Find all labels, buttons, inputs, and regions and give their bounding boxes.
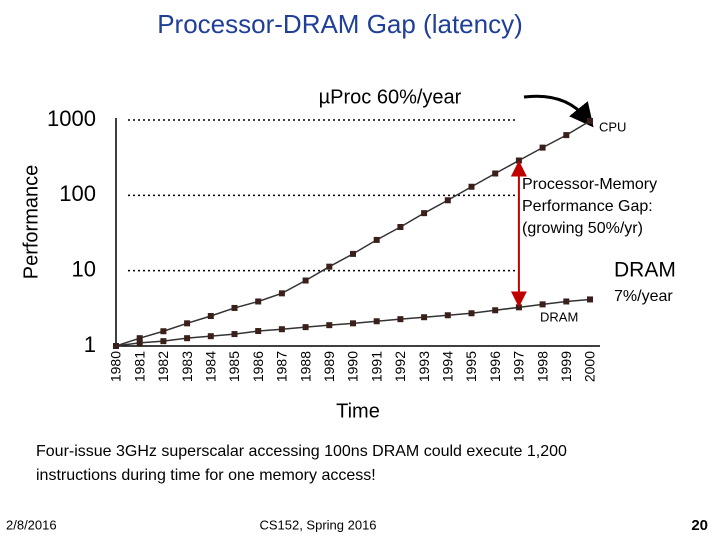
point: [302, 324, 309, 331]
point: [421, 314, 428, 321]
x-tick-label: 1984: [203, 351, 219, 382]
x-label: Time: [336, 400, 380, 422]
x-tick-label: 1993: [416, 351, 432, 382]
x-tick-label: 1991: [368, 351, 384, 382]
x-tick-label: 1992: [392, 351, 408, 382]
page-number: 20: [691, 517, 708, 534]
x-tick-label: 1996: [487, 351, 503, 382]
y-tick-label: 1: [84, 332, 96, 357]
dram-rate: 7%/year: [614, 288, 673, 305]
point: [184, 335, 191, 342]
y-label: Performance: [20, 165, 42, 280]
point: [444, 312, 451, 319]
point: [278, 290, 285, 297]
x-tick-label: 1997: [511, 351, 527, 382]
point: [587, 296, 593, 303]
gap-line: Performance Gap:: [522, 198, 653, 215]
x-tick-label: 1981: [131, 351, 147, 382]
point: [184, 320, 191, 327]
gap-line: (growing 50%/yr): [522, 220, 643, 237]
point: [207, 333, 214, 340]
point: [350, 250, 356, 257]
point: [373, 318, 380, 325]
x-tick-label: 1987: [274, 351, 290, 382]
dram-series-label: DRAM: [540, 309, 578, 324]
x-tick-label: 1995: [463, 351, 479, 382]
footer-date: 2/8/2016: [6, 517, 57, 532]
point: [231, 331, 238, 338]
point: [539, 301, 546, 308]
point: [278, 326, 285, 333]
point: [255, 328, 262, 335]
footnote: instructions during time for one memory …: [36, 467, 376, 484]
point: [136, 339, 143, 346]
cpu-series-label: CPU: [599, 119, 626, 134]
point: [231, 304, 238, 311]
point: [326, 263, 333, 270]
point: [207, 313, 214, 320]
pointer-arrow: [523, 94, 594, 128]
point: [373, 236, 380, 243]
x-tick-label: 1994: [440, 351, 456, 382]
point: [539, 144, 546, 151]
point: [563, 132, 570, 139]
point: [421, 210, 428, 217]
point: [160, 328, 167, 335]
point: [468, 183, 475, 190]
x-tick-label: 1989: [321, 351, 337, 382]
footnote: Four-issue 3GHz superscalar accessing 10…: [36, 443, 567, 460]
x-tick-label: 1983: [179, 351, 195, 382]
point: [255, 298, 262, 305]
point: [587, 117, 593, 124]
x-tick-label: 1999: [558, 351, 574, 382]
dram-annotation: DRAM: [614, 259, 676, 282]
y-tick-label: 10: [72, 256, 96, 281]
x-tick-label: 2000: [582, 351, 598, 382]
point: [444, 197, 451, 204]
point: [515, 304, 522, 311]
point: [302, 277, 309, 284]
point: [515, 157, 522, 164]
point: [492, 170, 499, 177]
x-tick-label: 1980: [108, 351, 124, 382]
x-tick-label: 1982: [155, 351, 171, 382]
point: [563, 298, 570, 305]
point: [397, 316, 404, 323]
point: [160, 338, 167, 345]
gap-line: Processor-Memory: [522, 176, 657, 193]
footer-course: CS152, Spring 2016: [259, 517, 376, 532]
y-tick-label: 100: [59, 181, 96, 206]
point: [113, 343, 119, 349]
point: [326, 322, 333, 329]
point: [397, 223, 404, 230]
point: [350, 320, 356, 327]
x-tick-label: 1985: [226, 351, 242, 382]
y-tick-label: 1000: [47, 106, 96, 131]
cpu-rate: µProc 60%/year: [319, 86, 462, 108]
x-tick-label: 1990: [345, 351, 361, 382]
title: Processor-DRAM Gap (latency): [157, 9, 523, 39]
x-tick-label: 1986: [250, 351, 266, 382]
point: [136, 335, 143, 342]
point: [468, 310, 475, 317]
point: [492, 307, 499, 314]
x-tick-label: 1998: [534, 351, 550, 382]
x-tick-label: 1988: [297, 351, 313, 382]
